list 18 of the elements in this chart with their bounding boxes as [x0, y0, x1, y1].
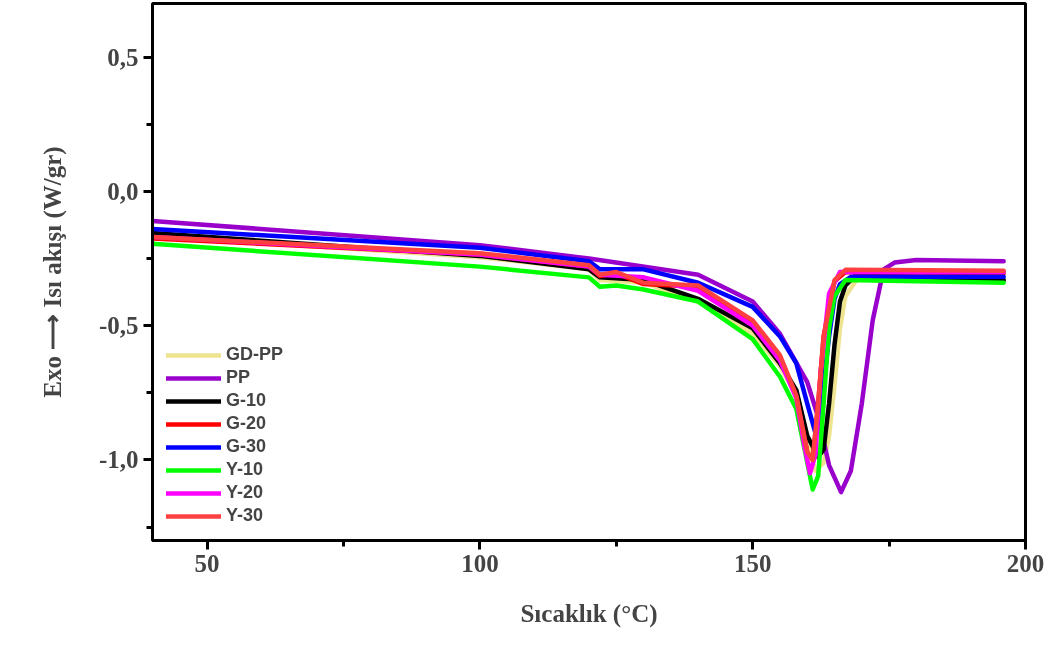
- x-axis-title: Sıcaklık (°C): [520, 599, 658, 628]
- y-axis-title: Exo ⟶ Isı akışı (W/gr): [38, 146, 67, 398]
- x-tick-label: 50: [194, 549, 220, 577]
- legend-label: Y-20: [226, 482, 264, 503]
- x-tick-label: 100: [461, 549, 499, 577]
- legend-label: G-30: [226, 436, 267, 457]
- y-tick-label: -1,0: [98, 446, 139, 474]
- y-tick-label: 0,0: [107, 177, 139, 205]
- legend-label: G-10: [226, 390, 267, 411]
- x-tick-label: 150: [733, 549, 772, 577]
- legend-label: Y-10: [226, 459, 264, 480]
- y-tick-label: 0,5: [107, 43, 139, 71]
- legend-label: GD-PP: [226, 344, 284, 365]
- legend-label: Y-30: [226, 505, 264, 526]
- legend-label: G-20: [226, 413, 267, 434]
- y-tick-label: -0,5: [98, 312, 139, 340]
- x-tick-label: 200: [1006, 549, 1045, 577]
- legend-label: PP: [226, 367, 251, 388]
